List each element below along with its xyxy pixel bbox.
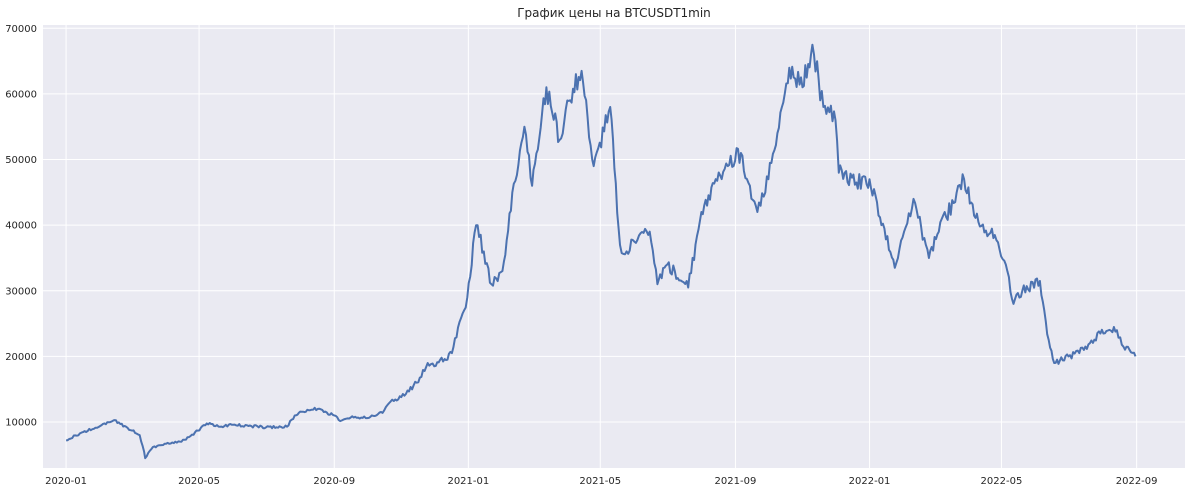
plot-background [43, 25, 1185, 468]
tick-layer: 2020-01 2020-05 2020-09 2021-01 2021-05 2021-… [5, 24, 1157, 487]
y-tick-label: 70000 [5, 24, 37, 35]
price-series-line [65, 43, 1137, 460]
x-tick-label: 2022-05 [981, 476, 1023, 487]
y-tick-label: 60000 [5, 89, 37, 100]
x-tick-label: 2020-09 [313, 476, 355, 487]
x-tick-label: 2021-05 [579, 476, 621, 487]
y-tick-label: 20000 [5, 352, 37, 363]
chart-title: График цены на BTCUSDT1min [517, 6, 711, 20]
y-tick-label: 30000 [5, 286, 37, 297]
x-tick-label: 2021-01 [447, 476, 489, 487]
x-tick-label: 2022-01 [849, 476, 891, 487]
y-tick-label: 50000 [5, 155, 37, 166]
x-tick-label: 2020-01 [45, 476, 87, 487]
x-tick-label: 2020-05 [178, 476, 220, 487]
series-layer [65, 43, 1137, 460]
y-tick-label: 10000 [5, 418, 37, 429]
y-tick-label: 40000 [5, 221, 37, 232]
x-tick-label: 2022-09 [1116, 476, 1158, 487]
x-tick-label: 2021-09 [715, 476, 757, 487]
